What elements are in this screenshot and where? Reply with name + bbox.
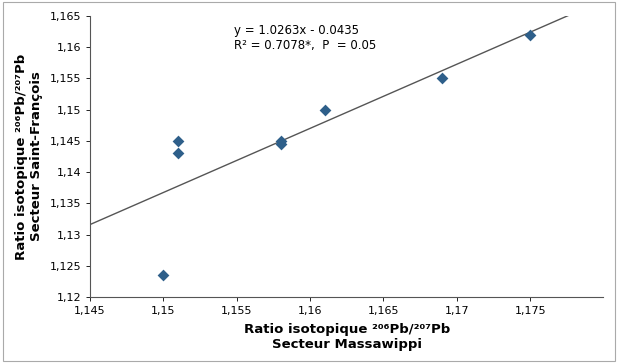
Point bbox=[158, 272, 168, 278]
Text: y = 1.0263x - 0.0435
R² = 0.7078*,  P  = 0.05: y = 1.0263x - 0.0435 R² = 0.7078*, P = 0… bbox=[234, 24, 376, 52]
Y-axis label: Ratio isotopique ²⁰⁶Pb/²⁰⁷Pb
Secteur Saint-François: Ratio isotopique ²⁰⁶Pb/²⁰⁷Pb Secteur Sai… bbox=[14, 53, 43, 260]
Point bbox=[320, 107, 330, 113]
Point bbox=[173, 138, 183, 144]
Point bbox=[173, 151, 183, 156]
Point bbox=[525, 32, 535, 38]
Point bbox=[276, 141, 286, 147]
X-axis label: Ratio isotopique ²⁰⁶Pb/²⁰⁷Pb
Secteur Massawippi: Ratio isotopique ²⁰⁶Pb/²⁰⁷Pb Secteur Mas… bbox=[243, 323, 450, 351]
Point bbox=[276, 138, 286, 144]
Point bbox=[437, 76, 447, 81]
